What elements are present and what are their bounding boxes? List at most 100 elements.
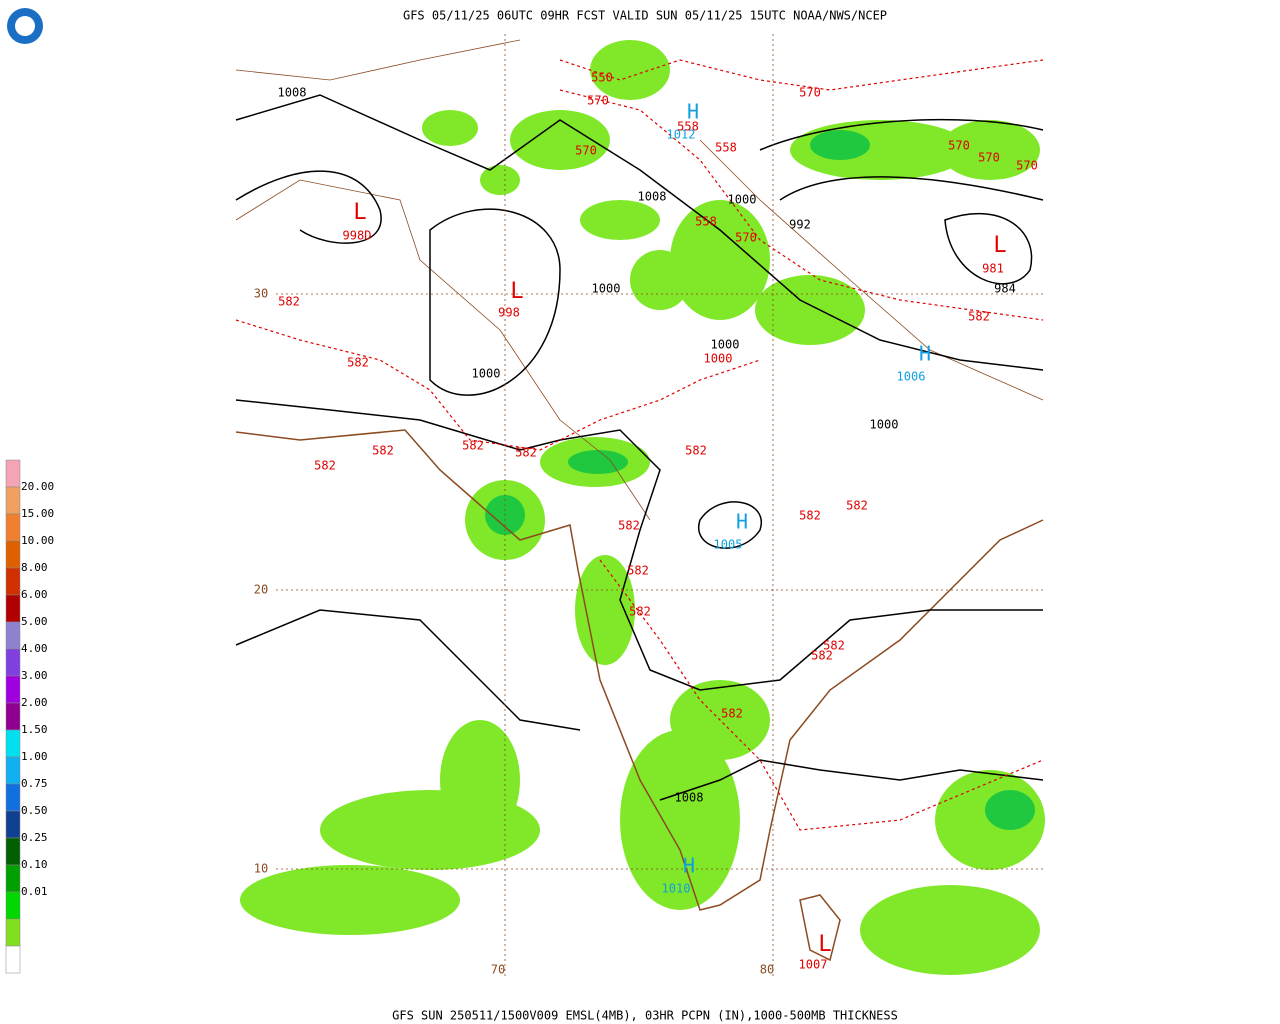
- legend-label: 0.01: [21, 885, 48, 898]
- lat-lon-grid: [276, 34, 1043, 977]
- map-title: GFS 05/11/25 06UTC 09HR FCST VALID SUN 0…: [403, 9, 887, 23]
- legend-swatch: [5, 459, 21, 488]
- legend-swatch: [5, 729, 21, 758]
- map-label: 1005: [714, 538, 743, 552]
- map-label: 570: [575, 144, 597, 158]
- legend-swatch: [5, 513, 21, 542]
- map-label: 1000: [704, 352, 733, 366]
- legend-label: 2.00: [21, 696, 48, 709]
- map-label: 582: [968, 310, 990, 324]
- legend-label: 15.00: [21, 507, 54, 520]
- legend-label: 1.50: [21, 723, 48, 736]
- legend-swatch: [5, 837, 21, 866]
- map-label: 582: [278, 295, 300, 309]
- legend-label: 0.50: [21, 804, 48, 817]
- map-label: 998D: [343, 229, 372, 243]
- map-label: 582: [629, 605, 651, 619]
- map-label: 20: [254, 583, 268, 597]
- legend-label: 10.00: [21, 534, 54, 547]
- legend-label: 0.75: [21, 777, 48, 790]
- map-label: 582: [618, 519, 640, 533]
- legend-swatch: [5, 945, 21, 974]
- map-label: 570: [587, 94, 609, 108]
- legend-swatch: [5, 918, 21, 947]
- legend-swatch: [5, 486, 21, 515]
- coastlines: [235, 429, 1044, 962]
- legend-label: 6.00: [21, 588, 48, 601]
- legend-swatch: [5, 594, 21, 623]
- map-label: 558: [695, 215, 717, 229]
- map-label: 570: [735, 231, 757, 245]
- map-label: 1000: [728, 193, 757, 207]
- map-label: 582: [314, 459, 336, 473]
- legend-swatch: [5, 540, 21, 569]
- legend-label: 0.25: [21, 831, 48, 844]
- map-label: 570: [799, 86, 821, 100]
- map-label: L: [818, 932, 831, 957]
- map-label: L: [353, 200, 366, 225]
- map-label: 1000: [592, 282, 621, 296]
- map-label: 582: [799, 509, 821, 523]
- map-label: 10: [254, 862, 268, 876]
- legend-label: 3.00: [21, 669, 48, 682]
- map-label: 582: [347, 356, 369, 370]
- map-caption: GFS SUN 250511/1500V009 EMSL(4MB), 03HR …: [392, 1009, 898, 1023]
- map-label: 582: [515, 446, 537, 460]
- map-label: 570: [978, 151, 1000, 165]
- noaa-logo-inner: [15, 16, 35, 36]
- legend-swatch: [5, 810, 21, 839]
- legend-swatch: [5, 567, 21, 596]
- map-label: 1008: [638, 190, 667, 204]
- map-label: 1008: [675, 791, 704, 805]
- map-label: L: [993, 233, 1006, 258]
- precip-heavy: [485, 130, 1035, 830]
- map-label: H: [736, 510, 748, 534]
- map-label: 1012: [667, 128, 696, 142]
- map-label: 582: [627, 564, 649, 578]
- map-label: 582: [462, 439, 484, 453]
- map-label: H: [683, 854, 695, 878]
- legend-swatch: [5, 621, 21, 650]
- legend: 20.00 15.00 10.00 8.00 6.00 5.00 4.00 3.00 2.00 1…: [5, 459, 54, 974]
- map-label: 1010: [662, 882, 691, 896]
- map-label: 30: [254, 287, 268, 301]
- legend-swatch: [5, 864, 21, 893]
- legend-swatch: [5, 756, 21, 785]
- borders: [235, 39, 1044, 521]
- legend-label: 8.00: [21, 561, 48, 574]
- legend-label: 0.10: [21, 858, 48, 871]
- map-label: 70: [491, 963, 505, 977]
- map-label: 570: [1016, 159, 1038, 173]
- legend-swatch: [5, 783, 21, 812]
- map-label: L: [510, 279, 523, 304]
- map-label: 582: [721, 707, 743, 721]
- map-label: 992: [789, 218, 811, 232]
- legend-swatch: [5, 675, 21, 704]
- map-label: H: [687, 100, 699, 124]
- map-label: 1000: [870, 418, 899, 432]
- map-label: 558: [677, 120, 699, 134]
- map-label: 1008: [278, 86, 307, 100]
- map-label: 582: [823, 639, 845, 653]
- map-label: 1006: [897, 370, 926, 384]
- map-label: 582: [685, 444, 707, 458]
- legend-label: 20.00: [21, 480, 54, 493]
- map-label: 582: [811, 649, 833, 663]
- map-label: 1000: [711, 338, 740, 352]
- legend-label: 1.00: [21, 750, 48, 763]
- map-label: 998: [498, 306, 520, 320]
- map-label: 1000: [472, 367, 501, 381]
- legend-swatch: [5, 891, 21, 920]
- legend-label: 5.00: [21, 615, 48, 628]
- map-label: H: [919, 342, 931, 366]
- map-label: 1007: [799, 958, 828, 972]
- map-label: 984: [994, 282, 1016, 296]
- map-label: 80: [760, 963, 774, 977]
- map-label: 550: [591, 71, 613, 85]
- map-label: 582: [372, 444, 394, 458]
- map-label: 570: [948, 139, 970, 153]
- legend-swatch: [5, 702, 21, 731]
